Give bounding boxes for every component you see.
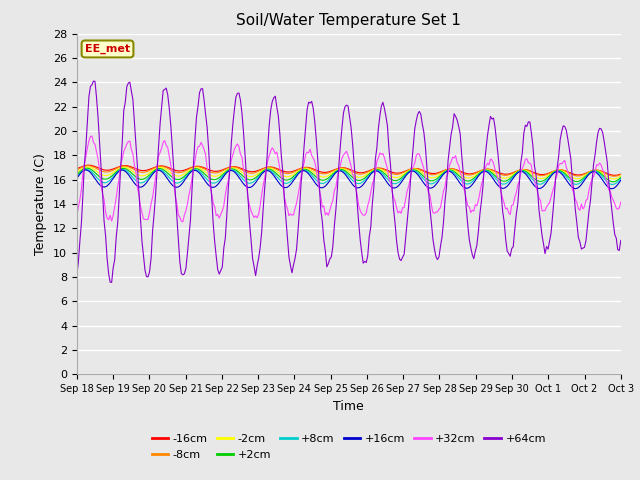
+8cm (617, 176, 625, 181)
+8cm (264, 167, 271, 173)
+32cm (256, 203, 264, 208)
+2cm (588, 168, 596, 174)
-8cm (237, 166, 244, 172)
+64cm (266, 122, 273, 128)
Title: Soil/Water Temperature Set 1: Soil/Water Temperature Set 1 (236, 13, 461, 28)
+8cm (82, 167, 90, 172)
+2cm (264, 166, 271, 172)
-2cm (141, 172, 149, 178)
+32cm (238, 154, 246, 160)
Line: +2cm: +2cm (77, 168, 621, 182)
Y-axis label: Temperature (C): Temperature (C) (35, 153, 47, 255)
+2cm (609, 179, 617, 185)
+2cm (73, 172, 81, 178)
+16cm (82, 167, 90, 173)
-16cm (85, 162, 93, 168)
-16cm (237, 165, 244, 171)
+64cm (73, 272, 81, 278)
+2cm (237, 171, 244, 177)
Line: -16cm: -16cm (77, 165, 621, 175)
+8cm (255, 174, 262, 180)
-8cm (588, 168, 596, 174)
X-axis label: Time: Time (333, 400, 364, 413)
+32cm (589, 174, 597, 180)
+16cm (264, 168, 271, 173)
+32cm (266, 153, 273, 158)
+16cm (617, 178, 625, 183)
+16cm (588, 169, 596, 175)
-8cm (84, 163, 92, 168)
Text: EE_met: EE_met (85, 44, 130, 54)
Line: -2cm: -2cm (77, 167, 621, 179)
+8cm (608, 181, 616, 187)
Line: +64cm: +64cm (77, 81, 621, 282)
+8cm (237, 174, 244, 180)
-2cm (312, 171, 320, 177)
+64cm (108, 279, 115, 285)
+2cm (617, 175, 625, 180)
+16cm (608, 186, 616, 192)
+16cm (255, 175, 262, 181)
-2cm (237, 168, 244, 174)
-8cm (312, 168, 320, 174)
+32cm (179, 219, 187, 225)
-8cm (255, 168, 262, 174)
+2cm (84, 165, 92, 171)
Line: +16cm: +16cm (77, 170, 621, 189)
+64cm (617, 238, 625, 243)
+64cm (143, 274, 150, 279)
-16cm (255, 168, 262, 173)
-2cm (84, 164, 92, 170)
+64cm (589, 162, 597, 168)
+64cm (90, 78, 97, 84)
-2cm (264, 166, 271, 171)
+32cm (88, 133, 96, 139)
-16cm (73, 166, 81, 171)
+8cm (588, 168, 596, 174)
-2cm (255, 170, 262, 176)
-2cm (73, 169, 81, 175)
-8cm (264, 165, 271, 170)
-8cm (73, 167, 81, 173)
+64cm (256, 245, 264, 251)
+32cm (141, 216, 149, 222)
+16cm (312, 181, 320, 187)
-2cm (617, 173, 625, 179)
-8cm (141, 169, 149, 175)
+64cm (238, 110, 246, 116)
+16cm (73, 176, 81, 181)
+8cm (73, 174, 81, 180)
-16cm (312, 168, 320, 173)
+32cm (73, 213, 81, 219)
+8cm (312, 178, 320, 183)
Line: +32cm: +32cm (77, 136, 621, 222)
Legend: -16cm, -8cm, -2cm, +2cm, +8cm, +16cm, +32cm, +64cm: -16cm, -8cm, -2cm, +2cm, +8cm, +16cm, +3… (147, 430, 550, 464)
-2cm (588, 168, 596, 174)
+2cm (141, 176, 149, 181)
-8cm (617, 171, 625, 177)
-16cm (141, 168, 149, 173)
-16cm (588, 168, 596, 174)
+2cm (255, 172, 262, 178)
-16cm (264, 164, 271, 170)
+16cm (237, 177, 244, 182)
-16cm (611, 172, 619, 178)
Line: +8cm: +8cm (77, 169, 621, 184)
+32cm (314, 177, 321, 183)
Line: -8cm: -8cm (77, 166, 621, 176)
+32cm (617, 199, 625, 205)
+64cm (314, 156, 321, 162)
+2cm (312, 174, 320, 180)
+8cm (141, 179, 149, 184)
+16cm (141, 181, 149, 187)
-16cm (617, 171, 625, 177)
-2cm (609, 176, 617, 182)
-8cm (611, 173, 619, 179)
